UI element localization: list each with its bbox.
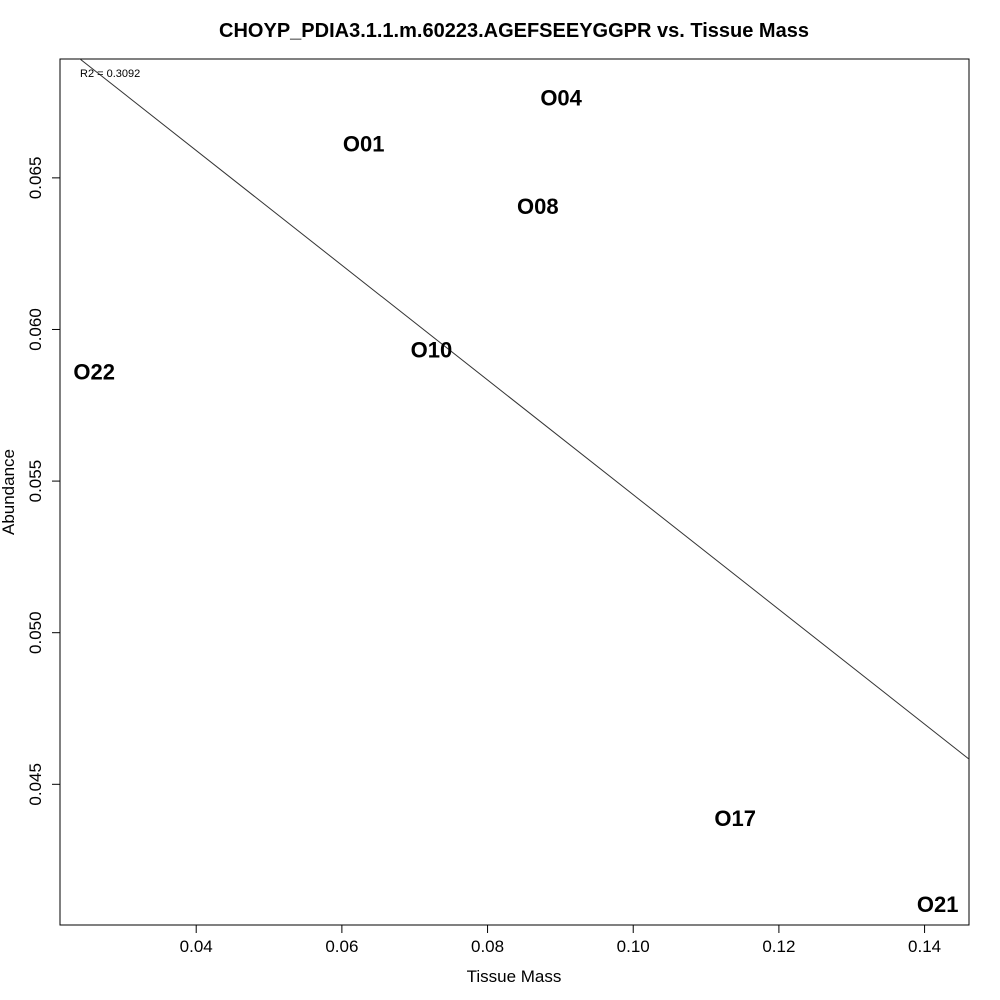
- point-label-o10: O10: [411, 338, 453, 363]
- r2-annotation: R2 = 0.3092: [80, 68, 140, 80]
- x-tick-label: 0.14: [908, 937, 941, 956]
- point-label-o01: O01: [343, 131, 385, 156]
- y-tick-label: 0.045: [26, 763, 45, 806]
- plot-frame: [59, 58, 970, 926]
- x-axis: 0.04 0.06 0.08 0.10 0.12 0.14: [180, 925, 941, 956]
- y-tick-label: 0.060: [26, 308, 45, 351]
- x-tick-label: 0.04: [180, 937, 213, 956]
- y-axis-label: Abundance: [0, 449, 18, 535]
- chart-title: CHOYP_PDIA3.1.1.m.60223.AGEFSEEYGGPR vs.…: [219, 20, 809, 42]
- fit-line-layer: [79, 59, 969, 760]
- y-tick-label: 0.065: [26, 157, 45, 200]
- points-layer: O01 O04 O08 O10 O22 O17 O21: [73, 86, 958, 918]
- x-tick-label: 0.12: [762, 937, 795, 956]
- point-label-o22: O22: [73, 359, 115, 384]
- y-axis: 0.045 0.050 0.055 0.060 0.065: [26, 157, 60, 806]
- y-tick-label: 0.050: [26, 611, 45, 654]
- x-tick-label: 0.10: [617, 937, 650, 956]
- point-label-o08: O08: [517, 194, 559, 219]
- x-axis-label: Tissue Mass: [467, 967, 562, 986]
- x-tick-label: 0.08: [471, 937, 504, 956]
- point-label-o04: O04: [540, 86, 582, 111]
- x-tick-label: 0.06: [325, 937, 358, 956]
- regression-line: [79, 59, 969, 760]
- point-label-o17: O17: [714, 806, 756, 831]
- point-label-o21: O21: [917, 892, 959, 917]
- y-tick-label: 0.055: [26, 460, 45, 503]
